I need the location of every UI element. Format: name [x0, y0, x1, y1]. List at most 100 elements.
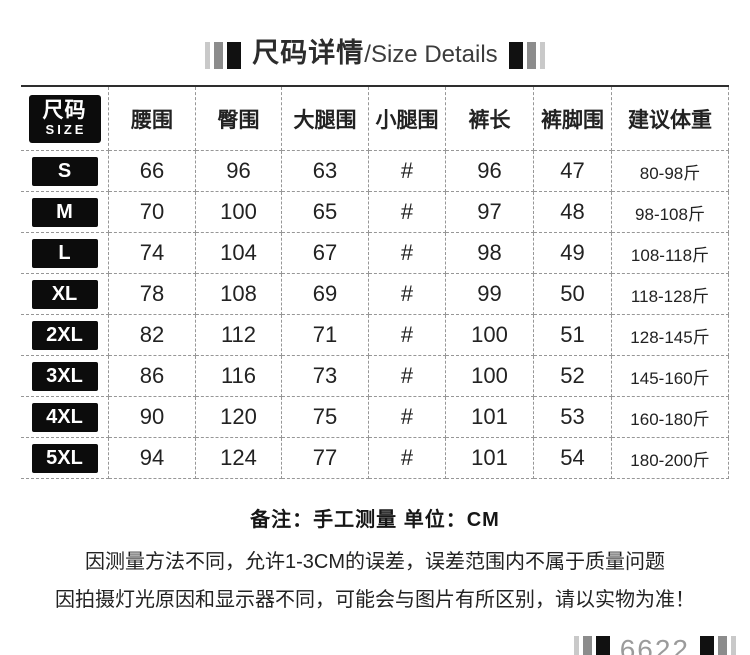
note-color-difference: 因拍摄灯光原因和显示器不同，可能会与图片有所区别，请以实物为准！	[55, 589, 695, 611]
title-zh: 尺码详情	[252, 38, 365, 68]
value-cell: 120	[196, 397, 282, 438]
deco-bar-mid	[214, 42, 224, 69]
value-cell: 98	[446, 233, 534, 274]
value-cell: 100	[446, 315, 534, 356]
table-row: 3XL 86 116 73 #100 52 145-160斤	[21, 356, 729, 397]
deco-bar-dark	[595, 636, 610, 655]
value-cell: #	[369, 397, 446, 438]
column-header: 大腿围	[282, 87, 369, 151]
size-badge: 3XL	[31, 361, 98, 391]
value-cell: 51	[534, 315, 612, 356]
size-cell: 4XL	[21, 397, 109, 438]
value-cell: 67	[282, 233, 369, 274]
deco-bar-light	[539, 42, 545, 69]
size-table-body: S 66 96 63 #96 47 80-98斤 M 70 100 65 #97 48 98-108斤 L 7…	[21, 151, 729, 479]
deco-bar-mid	[582, 636, 592, 655]
value-cell: 53	[534, 397, 612, 438]
value-cell: 50	[534, 274, 612, 315]
value-cell: 108-118斤	[612, 233, 729, 274]
value-cell: 96	[446, 151, 534, 192]
size-header-badge: 尺码 SIZE	[28, 94, 101, 143]
size-cell: 5XL	[21, 438, 109, 479]
value-cell: 80-98斤	[612, 151, 729, 192]
value-cell: 86	[109, 356, 196, 397]
value-cell: 63	[282, 151, 369, 192]
value-cell: 69	[282, 274, 369, 315]
table-row: 4XL 90 120 75 #101 53 160-180斤	[21, 397, 729, 438]
code-deco-bars-right-icon	[700, 636, 736, 655]
note-tolerance: 因测量方法不同，允许1-3CM的误差，误差范围内不属于质量问题	[84, 551, 665, 573]
column-header: 建议体重	[612, 87, 729, 151]
table-row: M 70 100 65 #97 48 98-108斤	[21, 192, 729, 233]
size-table: 尺码 SIZE 腰围 臀围 大腿围 小腿围 裤长 裤脚围 建议体重 S 66 96 63 #96 47…	[21, 85, 729, 479]
value-cell: 65	[282, 192, 369, 233]
value-cell: 160-180斤	[612, 397, 729, 438]
size-badge: 5XL	[31, 443, 98, 473]
deco-bar-light	[731, 636, 736, 655]
value-cell: 70	[109, 192, 196, 233]
page-title: 尺码详情/Size Details	[0, 0, 750, 73]
size-header-en: SIZE	[45, 121, 87, 137]
header-row: 尺码 SIZE 腰围 臀围 大腿围 小腿围 裤长 裤脚围 建议体重	[21, 87, 729, 151]
value-cell: 77	[282, 438, 369, 479]
size-badge: XL	[31, 279, 98, 309]
value-cell: 82	[109, 315, 196, 356]
value-cell: #	[369, 233, 446, 274]
value-cell: 104	[196, 233, 282, 274]
title-en: /Size Details	[364, 41, 498, 68]
value-cell: 66	[109, 151, 196, 192]
value-cell: 49	[534, 233, 612, 274]
value-cell: 97	[446, 192, 534, 233]
size-cell: S	[21, 151, 109, 192]
value-cell: 99	[446, 274, 534, 315]
size-cell: 3XL	[21, 356, 109, 397]
size-badge: M	[31, 197, 98, 227]
column-header: 臀围	[196, 87, 282, 151]
title-deco-bars-right-icon	[508, 42, 545, 69]
value-cell: 94	[109, 438, 196, 479]
deco-bar-dark	[700, 636, 714, 655]
page-title-text: 尺码详情/Size Details	[252, 38, 497, 73]
value-cell: 112	[196, 315, 282, 356]
size-header-zh: 尺码	[42, 99, 87, 123]
size-badge: 2XL	[31, 320, 98, 350]
product-code: 6622	[619, 634, 690, 655]
value-cell: #	[369, 315, 446, 356]
column-header: 小腿围	[369, 87, 446, 151]
value-cell: 124	[196, 438, 282, 479]
value-cell: 73	[282, 356, 369, 397]
value-cell: 98-108斤	[612, 192, 729, 233]
footer-code-row: 6622	[0, 636, 750, 655]
table-row: L 74 104 67 #98 49 108-118斤	[21, 233, 729, 274]
size-badge: 4XL	[31, 402, 98, 432]
size-cell: XL	[21, 274, 109, 315]
value-cell: #	[369, 151, 446, 192]
value-cell: 118-128斤	[612, 274, 729, 315]
value-cell: 54	[534, 438, 612, 479]
value-cell: 78	[109, 274, 196, 315]
column-header: 裤长	[446, 87, 534, 151]
size-header-cell: 尺码 SIZE	[21, 87, 109, 151]
table-row: 5XL 94 124 77 #101 54 180-200斤	[21, 438, 729, 479]
size-cell: M	[21, 192, 109, 233]
value-cell: 96	[196, 151, 282, 192]
value-cell: 47	[534, 151, 612, 192]
value-cell: 128-145斤	[612, 315, 729, 356]
deco-bar-light	[205, 42, 211, 69]
value-cell: 75	[282, 397, 369, 438]
deco-bar-mid	[526, 42, 536, 69]
size-cell: L	[21, 233, 109, 274]
title-deco-bars-left-icon	[205, 42, 242, 69]
value-cell: 52	[534, 356, 612, 397]
value-cell: #	[369, 438, 446, 479]
value-cell: 101	[446, 397, 534, 438]
table-row: 2XL 82 112 71 #100 51 128-145斤	[21, 315, 729, 356]
table-row: S 66 96 63 #96 47 80-98斤	[21, 151, 729, 192]
column-header: 裤脚围	[534, 87, 612, 151]
value-cell: 48	[534, 192, 612, 233]
size-badge: S	[31, 156, 98, 186]
value-cell: #	[369, 356, 446, 397]
size-badge: L	[31, 238, 98, 268]
value-cell: 100	[196, 192, 282, 233]
